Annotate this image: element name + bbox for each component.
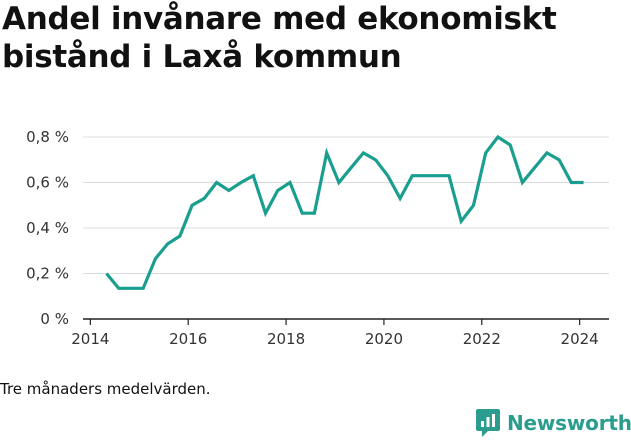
chart-title: Andel invånare med ekonomiskt bistånd i … [2, 1, 557, 75]
y-tick-label: 0,8 % [26, 128, 69, 146]
y-axis: 0 % 0,2 % 0,4 % 0,6 % 0,8 % [26, 128, 69, 328]
series-line [105, 134, 584, 290]
newsworthy-logo-icon [476, 409, 500, 437]
y-tick-label: 0,2 % [26, 265, 69, 283]
y-tick-label: 0,4 % [26, 219, 69, 237]
footnote: Tre månaders medelvärden. [0, 380, 211, 398]
series-layer [105, 134, 584, 290]
x-tick-label: 2024 [561, 330, 599, 348]
y-tick-label: 0 % [40, 310, 69, 328]
x-tick-label: 2022 [463, 330, 501, 348]
newsworthy-brand: Newsworthy [476, 406, 631, 440]
x-tick-label: 2020 [365, 330, 403, 348]
x-tick-label: 2018 [267, 330, 305, 348]
x-tick-label: 2014 [71, 330, 109, 348]
brand-name: Newsworthy [507, 411, 631, 435]
y-tick-label: 0,6 % [26, 174, 69, 192]
x-axis: 2014 2016 2018 2020 2022 2024 [71, 318, 609, 348]
x-tick-label: 2016 [169, 330, 207, 348]
